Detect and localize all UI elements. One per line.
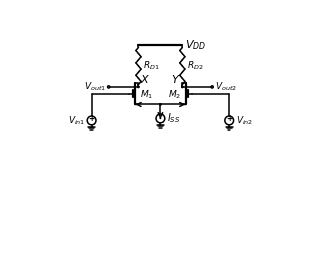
Circle shape (108, 86, 110, 88)
Circle shape (225, 116, 233, 125)
Text: $I_{SS}$: $I_{SS}$ (167, 112, 180, 125)
Text: $V_{in1}$: $V_{in1}$ (68, 114, 85, 127)
Text: $V_{out2}$: $V_{out2}$ (215, 81, 237, 93)
Circle shape (87, 116, 96, 125)
Text: $M_2$: $M_2$ (167, 88, 181, 101)
Text: $V_{DD}$: $V_{DD}$ (185, 38, 206, 52)
Text: $V_{out1}$: $V_{out1}$ (84, 81, 106, 93)
Text: $Y$: $Y$ (172, 73, 181, 85)
Text: $-$: $-$ (88, 118, 95, 127)
Circle shape (156, 114, 165, 123)
Text: +: + (226, 114, 232, 123)
Circle shape (211, 86, 213, 88)
Text: $-$: $-$ (225, 118, 233, 127)
Text: $R_{D2}$: $R_{D2}$ (187, 60, 203, 72)
Circle shape (138, 86, 139, 88)
Text: $R_{D1}$: $R_{D1}$ (143, 60, 159, 72)
Text: $X$: $X$ (140, 73, 150, 85)
Text: $M_1$: $M_1$ (140, 88, 153, 101)
Text: $V_{in2}$: $V_{in2}$ (236, 114, 253, 127)
Text: +: + (89, 114, 95, 123)
Circle shape (182, 86, 183, 88)
Circle shape (160, 104, 161, 105)
